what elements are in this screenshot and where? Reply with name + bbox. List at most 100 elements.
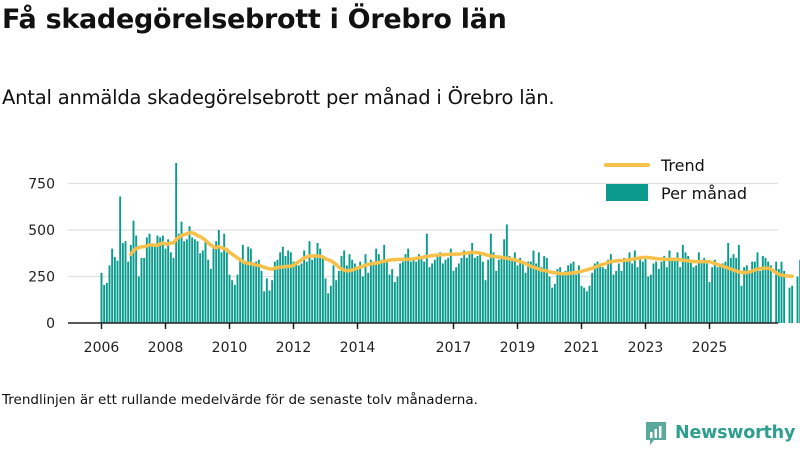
bar <box>487 259 490 323</box>
bar <box>401 261 404 323</box>
bar <box>679 267 682 323</box>
x-tick-label: 2025 <box>692 340 728 356</box>
bar <box>217 230 220 323</box>
bar <box>143 257 146 323</box>
bar <box>145 237 148 323</box>
bar <box>457 263 460 323</box>
bar <box>593 263 596 323</box>
bar <box>604 269 607 323</box>
bar <box>503 239 506 323</box>
bar <box>641 261 644 323</box>
bar <box>169 252 172 323</box>
bar <box>481 261 484 323</box>
bar <box>449 248 452 323</box>
bar <box>556 269 559 323</box>
bar <box>727 243 730 323</box>
bar <box>265 278 268 323</box>
bar <box>343 250 346 323</box>
bar <box>303 250 306 323</box>
y-tick-label: 500 <box>28 223 55 239</box>
bar <box>527 261 530 323</box>
bar <box>209 269 212 323</box>
bar <box>687 256 690 323</box>
bar <box>684 252 687 323</box>
bar <box>177 233 180 323</box>
bar <box>652 263 655 323</box>
bar <box>711 267 714 323</box>
bar <box>164 248 167 323</box>
bar <box>780 261 783 323</box>
bar <box>233 284 236 323</box>
y-tick-label: 750 <box>28 177 55 193</box>
bar <box>497 259 500 323</box>
bar <box>377 254 380 323</box>
bar <box>649 274 652 323</box>
bar <box>199 253 202 323</box>
bar <box>764 257 767 323</box>
chart-subtitle: Antal anmälda skadegörelsebrott per måna… <box>2 86 555 109</box>
bar <box>185 239 188 323</box>
bar <box>463 250 466 323</box>
bar <box>191 237 194 323</box>
bar <box>129 244 132 323</box>
bar <box>404 254 407 323</box>
newsworthy-logo: Newsworthy <box>644 419 795 447</box>
bar <box>399 263 402 323</box>
bar <box>489 233 492 323</box>
bar <box>735 257 738 323</box>
bar <box>657 269 660 323</box>
bar <box>305 261 308 323</box>
bar <box>348 254 351 323</box>
bar <box>636 267 639 323</box>
bar <box>316 243 319 323</box>
bar <box>108 265 111 323</box>
bar <box>796 276 799 323</box>
bar <box>620 270 623 323</box>
bar <box>465 257 468 323</box>
bar <box>519 257 522 323</box>
bar <box>441 263 444 323</box>
bar <box>436 256 439 323</box>
bar <box>220 252 223 323</box>
bar <box>689 259 692 323</box>
bar <box>681 244 684 323</box>
bar <box>100 272 103 323</box>
bar <box>124 241 127 323</box>
bar <box>244 261 247 323</box>
bar <box>121 243 124 323</box>
bar <box>740 285 743 323</box>
bar <box>423 261 426 323</box>
x-axis: 2006 2008 2010 2012 2014 2017 2019 2021 2023 2025 <box>68 322 778 356</box>
bar <box>769 265 772 323</box>
bar <box>284 256 287 323</box>
bar <box>713 259 716 323</box>
bar <box>783 270 786 323</box>
bar <box>537 252 540 323</box>
bar <box>255 261 258 323</box>
bar <box>135 235 138 323</box>
bar <box>647 276 650 323</box>
bar <box>791 285 794 323</box>
bar <box>564 270 567 323</box>
bar <box>103 284 106 323</box>
bar <box>175 163 178 323</box>
bar <box>412 259 415 323</box>
bar <box>132 220 135 323</box>
bar <box>692 267 695 323</box>
bar <box>476 256 479 323</box>
bar <box>495 270 498 323</box>
bar <box>697 252 700 323</box>
bar <box>745 265 748 323</box>
bar <box>140 257 143 323</box>
bar <box>196 241 199 323</box>
bar <box>335 280 338 323</box>
bar <box>695 265 698 323</box>
bar <box>337 270 340 323</box>
bar <box>607 259 610 323</box>
bar <box>313 254 316 323</box>
bar <box>705 263 708 323</box>
bar <box>761 256 764 323</box>
bar <box>281 246 284 323</box>
bar <box>252 263 255 323</box>
